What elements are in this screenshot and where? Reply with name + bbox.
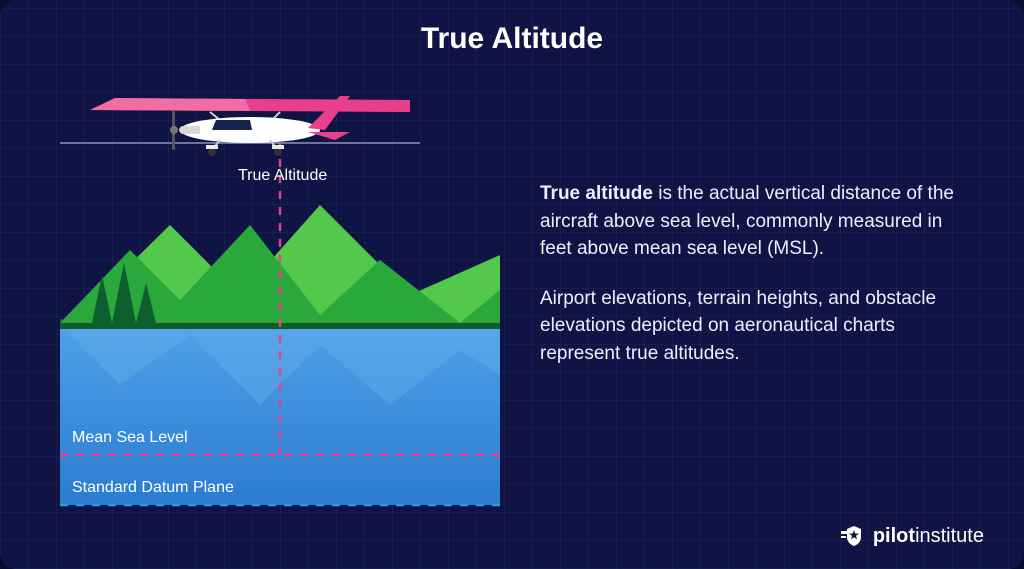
infographic-card: True Altitude: [0, 0, 1024, 569]
page-title: True Altitude: [0, 22, 1024, 56]
airplane-icon: [90, 96, 410, 156]
paragraph-2: Airport elevations, terrain heights, and…: [540, 285, 970, 368]
msl-label: Mean Sea Level: [72, 429, 188, 447]
altitude-diagram: True Altitude Mean Sea Level Standard Da…: [60, 75, 500, 515]
diagram-svg: [60, 75, 500, 515]
datum-label: Standard Datum Plane: [72, 479, 234, 497]
description-text: True altitude is the actual vertical dis…: [540, 180, 970, 389]
logo-rest: institute: [915, 525, 984, 547]
shield-wings-icon: [841, 523, 867, 549]
logo-bold: pilot: [873, 525, 915, 547]
brand-logo: pilotinstitute: [841, 523, 984, 549]
paragraph-1: True altitude is the actual vertical dis…: [540, 180, 970, 263]
p1-bold: True altitude: [540, 183, 653, 204]
true-altitude-label: True Altitude: [238, 167, 327, 185]
logo-text: pilotinstitute: [873, 525, 984, 548]
